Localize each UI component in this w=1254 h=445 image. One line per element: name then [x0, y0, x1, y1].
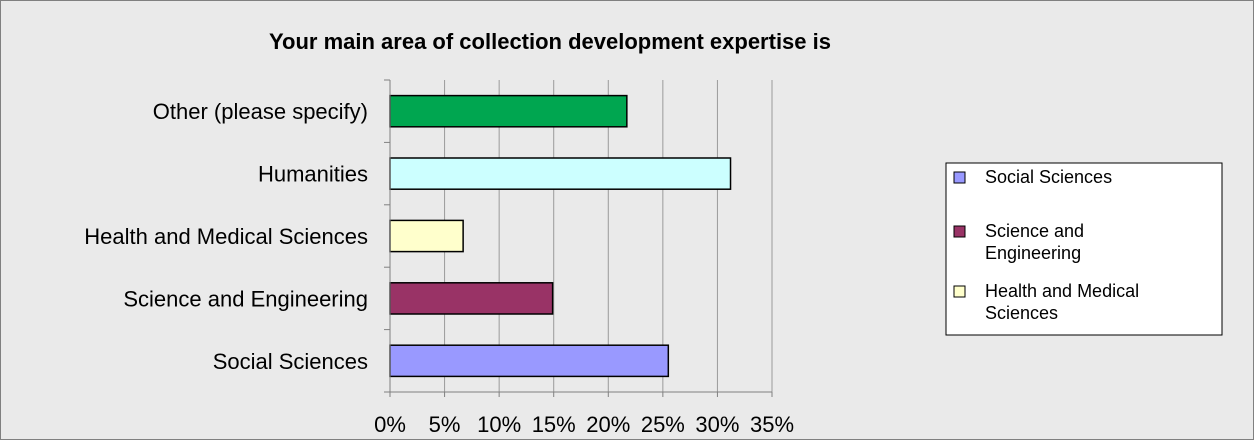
- category-label: Social Sciences: [213, 349, 368, 374]
- legend-label: Sciences: [985, 303, 1058, 323]
- x-tick-labels: 0% 5% 10% 15% 20% 25% 30% 35%: [374, 412, 794, 437]
- bar: [389, 219, 464, 253]
- x-tick-label: 25%: [641, 412, 685, 437]
- bar: [389, 157, 732, 190]
- category-label: Health and Medical Sciences: [84, 224, 368, 249]
- legend-swatch: [953, 171, 966, 184]
- legend-label: Health and Medical: [985, 281, 1139, 301]
- x-tick-label: 20%: [586, 412, 630, 437]
- bars: [389, 94, 732, 378]
- category-label: Other (please specify): [153, 99, 368, 124]
- category-label: Science and Engineering: [123, 286, 368, 311]
- legend-box: [945, 162, 1223, 336]
- legend-swatch: [953, 225, 966, 238]
- axes: [384, 79, 773, 397]
- x-tick-label: 30%: [695, 412, 739, 437]
- x-tick-label: 35%: [750, 412, 794, 437]
- bar: [389, 282, 554, 315]
- category-labels: Other (please specify) Humanities Health a…: [84, 99, 368, 374]
- bar: [389, 94, 628, 128]
- x-tick-label: 5%: [429, 412, 461, 437]
- legend-label: Engineering: [985, 243, 1081, 263]
- category-label: Humanities: [258, 162, 368, 187]
- x-tick-label: 0%: [374, 412, 406, 437]
- chart-title: Your main area of collection development…: [269, 29, 831, 54]
- x-tick-label: 10%: [477, 412, 521, 437]
- bar: [389, 344, 670, 378]
- legend-swatch: [953, 285, 966, 298]
- x-tick-label: 15%: [532, 412, 576, 437]
- legend-label: Social Sciences: [985, 167, 1112, 187]
- legend-label: Science and: [985, 221, 1084, 241]
